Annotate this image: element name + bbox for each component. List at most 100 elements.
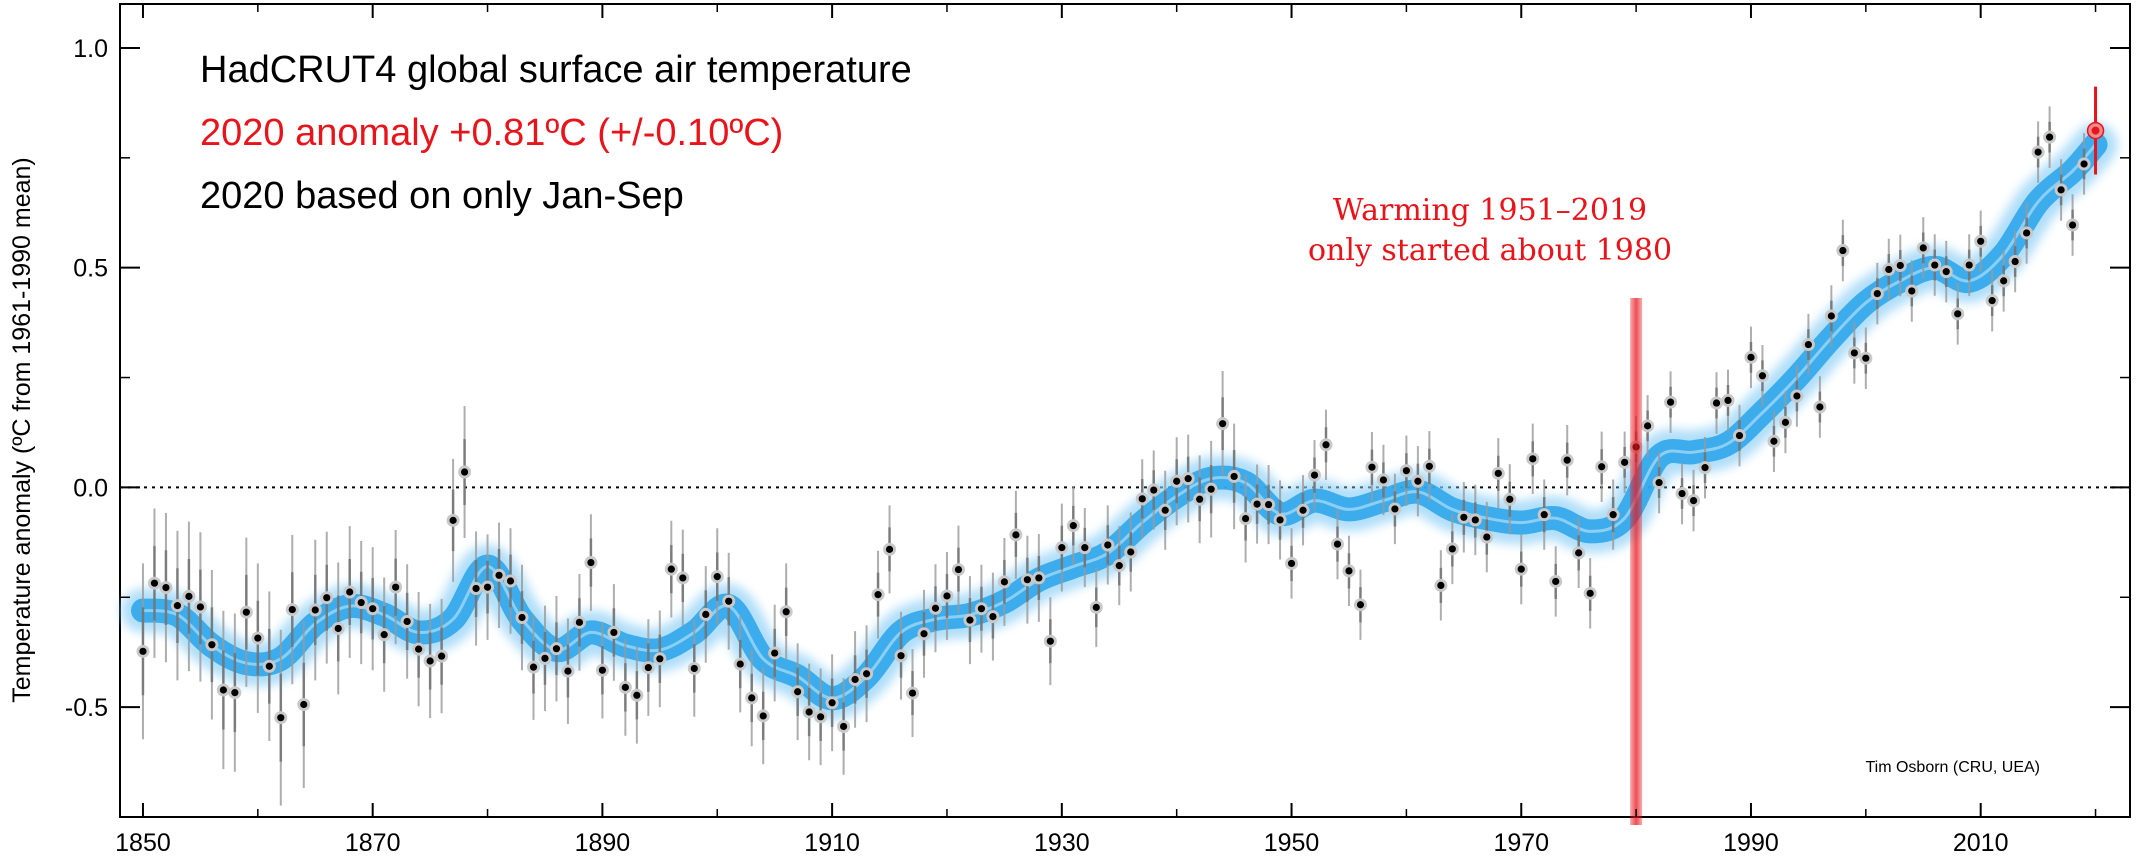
x-tick-label: 1930 (1034, 829, 1090, 857)
data-point (1368, 463, 1376, 471)
title-line-1: HadCRUT4 global surface air temperature (200, 49, 912, 91)
data-point (1609, 511, 1617, 519)
data-point (2057, 186, 2065, 194)
data-point (851, 675, 859, 684)
data-point (954, 565, 963, 574)
data-point (1517, 565, 1525, 573)
data-point (208, 641, 216, 649)
data-point (403, 617, 411, 626)
data-point (1804, 340, 1812, 349)
data-point (323, 594, 331, 602)
data-point (1161, 506, 1169, 514)
data-point (1299, 506, 1307, 514)
data-point (587, 558, 595, 567)
data-point (1827, 312, 1835, 320)
data-point (1322, 441, 1330, 449)
data-point (679, 574, 687, 582)
data-point (173, 602, 182, 610)
data-point (506, 577, 515, 585)
y-tick-label: 0.0 (73, 474, 108, 502)
data-point (1563, 456, 1571, 464)
data-point (380, 631, 388, 639)
data-point (1494, 469, 1502, 477)
data-point (897, 652, 905, 660)
data-point (1391, 505, 1399, 513)
data-point (989, 613, 997, 621)
data-point (920, 630, 928, 638)
data-point (1965, 261, 1973, 269)
data-point (1758, 372, 1767, 380)
highlight-2020 (2086, 86, 2105, 175)
data-point (552, 645, 561, 653)
highlight-point (2091, 126, 2100, 135)
data-point (633, 691, 641, 699)
data-point (564, 667, 572, 675)
data-point (1552, 577, 1560, 586)
data-point (771, 649, 779, 657)
data-point (311, 606, 319, 614)
y-tick-label: -0.5 (65, 694, 108, 722)
data-point (713, 573, 721, 581)
data-point (1310, 471, 1319, 479)
annotation-line-2: only started about 1980 (1308, 233, 1672, 268)
data-point (2046, 133, 2054, 141)
data-point (1598, 463, 1606, 471)
data-point (1402, 467, 1410, 475)
data-point (782, 608, 790, 616)
data-point (862, 670, 871, 678)
data-point (702, 610, 710, 619)
data-point (1000, 578, 1009, 586)
data-point (874, 591, 882, 599)
data-point (1264, 500, 1273, 509)
data-point (1253, 500, 1261, 508)
data-point (1793, 392, 1801, 400)
marker-1980-bar (1630, 298, 1643, 825)
data-point (1666, 398, 1675, 406)
axes: 1850 1870 1890 1910 1930 1950 1970 1990 2010 -0.5… (65, 4, 2130, 857)
data-point (966, 616, 974, 624)
data-point (805, 708, 813, 716)
data-point (759, 712, 767, 720)
data-point (1035, 574, 1043, 582)
data-point (1081, 544, 1089, 552)
data-point (265, 662, 273, 670)
data-point (415, 645, 423, 653)
data-point (977, 605, 986, 613)
data-point (1655, 478, 1663, 487)
data-point (1276, 516, 1284, 524)
data-point (483, 583, 492, 591)
data-point (438, 652, 446, 660)
data-point (885, 545, 894, 553)
data-point (369, 605, 377, 613)
data-point (931, 604, 940, 612)
title-block: HadCRUT4 global surface air temperature … (200, 49, 912, 217)
y-tick-label: 0.5 (73, 255, 108, 283)
data-point (1425, 462, 1433, 470)
data-point (1046, 637, 1054, 645)
data-point (460, 468, 469, 476)
x-tick-label: 1850 (115, 829, 171, 857)
data-point (1058, 544, 1066, 552)
data-point (1115, 562, 1123, 570)
data-point (2034, 148, 2042, 156)
data-point (162, 584, 170, 592)
data-point (2011, 257, 2019, 266)
data-point (1689, 496, 1698, 505)
data-point (1506, 495, 1514, 503)
title-line-2: 2020 anomaly +0.81ºC (+/-0.10ºC) (200, 112, 783, 154)
data-point (748, 694, 756, 702)
data-point (277, 714, 285, 722)
data-point (1575, 549, 1583, 557)
plot-border (119, 3, 2131, 818)
data-point (2080, 160, 2088, 168)
data-point (1954, 310, 1962, 318)
data-point (2023, 229, 2031, 237)
data-point (1127, 548, 1135, 556)
data-points (136, 130, 2091, 733)
data-point (529, 663, 538, 671)
data-point (667, 565, 675, 573)
data-point (1219, 420, 1227, 428)
data-point (1873, 290, 1881, 298)
data-point (1460, 513, 1468, 521)
